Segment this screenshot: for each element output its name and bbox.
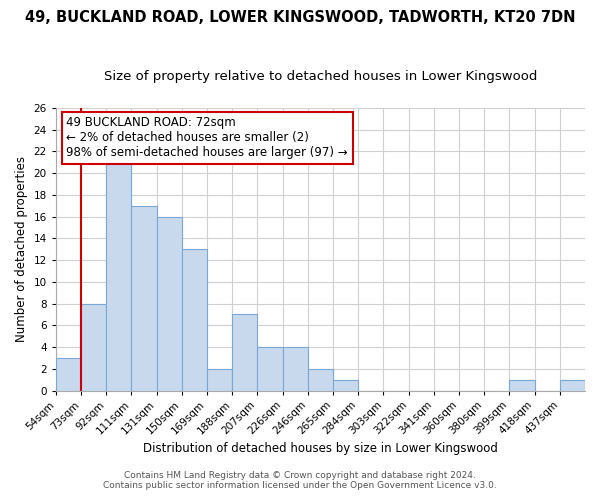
Bar: [509, 380, 535, 390]
Text: 49, BUCKLAND ROAD, LOWER KINGSWOOD, TADWORTH, KT20 7DN: 49, BUCKLAND ROAD, LOWER KINGSWOOD, TADW…: [25, 10, 575, 25]
Bar: [560, 380, 585, 390]
Bar: [106, 152, 131, 390]
Bar: [232, 314, 257, 390]
Text: 49 BUCKLAND ROAD: 72sqm
← 2% of detached houses are smaller (2)
98% of semi-deta: 49 BUCKLAND ROAD: 72sqm ← 2% of detached…: [67, 116, 348, 160]
X-axis label: Distribution of detached houses by size in Lower Kingswood: Distribution of detached houses by size …: [143, 442, 498, 455]
Title: Size of property relative to detached houses in Lower Kingswood: Size of property relative to detached ho…: [104, 70, 537, 83]
Bar: [283, 347, 308, 391]
Bar: [131, 206, 157, 390]
Bar: [333, 380, 358, 390]
Bar: [157, 216, 182, 390]
Bar: [257, 347, 283, 391]
Bar: [182, 249, 207, 390]
Bar: [207, 369, 232, 390]
Bar: [308, 369, 333, 390]
Bar: [56, 358, 81, 390]
Text: Contains HM Land Registry data © Crown copyright and database right 2024.
Contai: Contains HM Land Registry data © Crown c…: [103, 470, 497, 490]
Bar: [81, 304, 106, 390]
Y-axis label: Number of detached properties: Number of detached properties: [15, 156, 28, 342]
